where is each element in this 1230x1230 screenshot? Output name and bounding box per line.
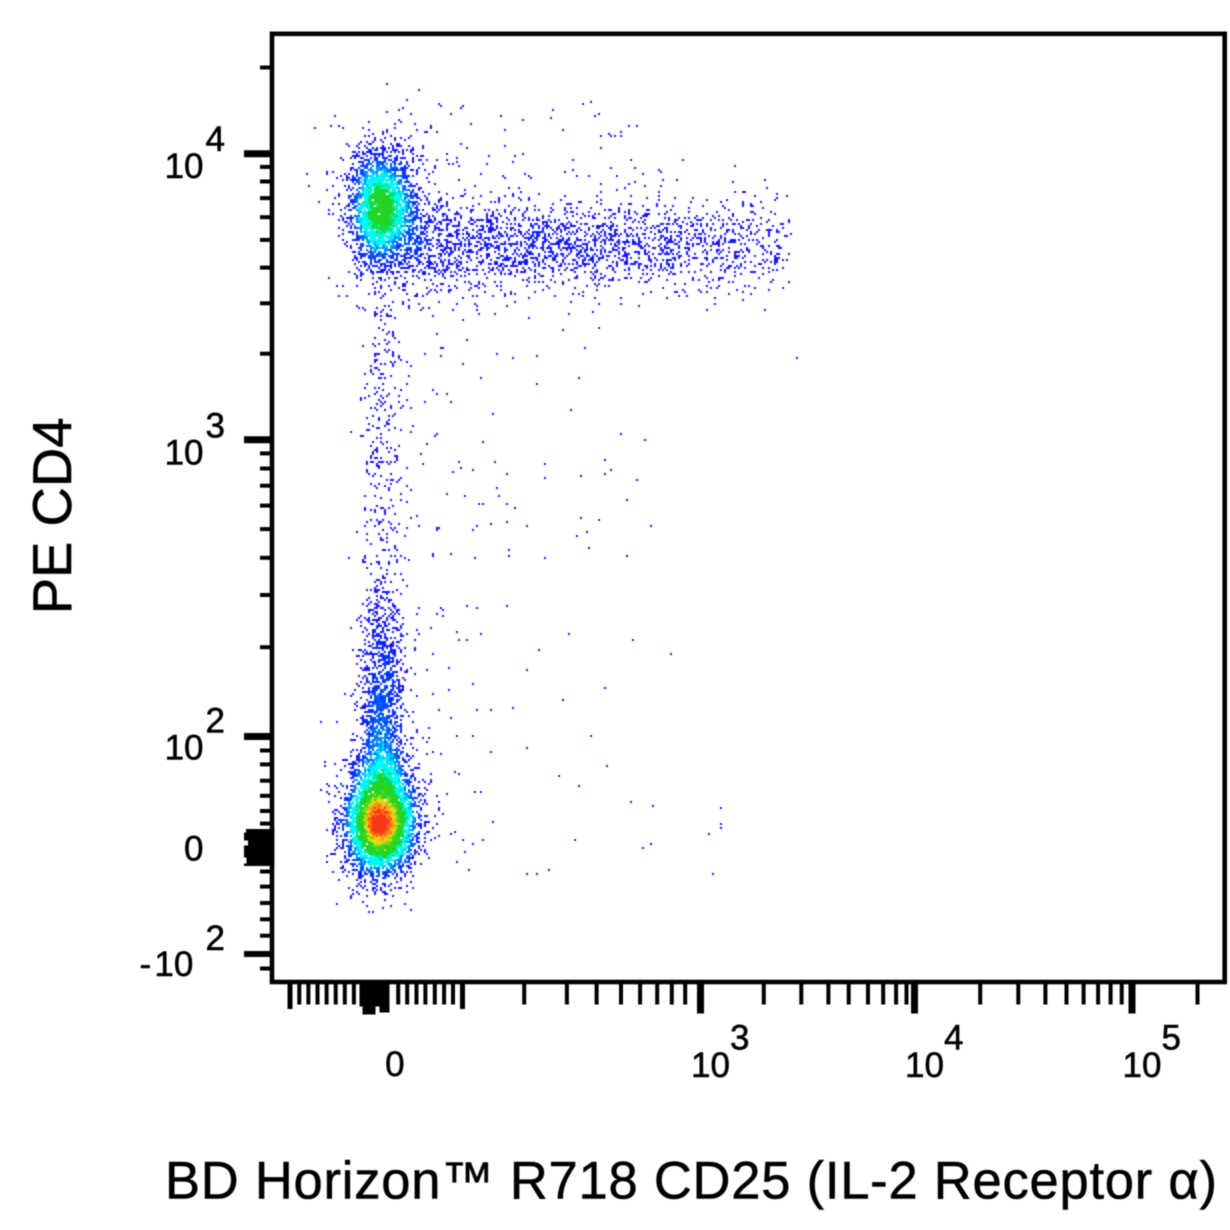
svg-text:BD Horizon™ R718 CD25 (IL-2 Re: BD Horizon™ R718 CD25 (IL-2 Receptor α) [165,1151,1218,1210]
svg-text:10: 10 [154,945,193,984]
svg-text:PE CD4: PE CD4 [22,417,83,614]
svg-text:5: 5 [1162,1019,1181,1058]
svg-text:10: 10 [1123,1046,1162,1085]
svg-text:0: 0 [184,829,203,868]
svg-text:10: 10 [165,147,204,186]
svg-text:2: 2 [206,919,225,958]
svg-text:3: 3 [730,1019,749,1058]
svg-text:4: 4 [206,120,225,159]
svg-text:10: 10 [165,433,204,472]
svg-text:10: 10 [691,1046,730,1085]
svg-text:4: 4 [944,1019,963,1058]
svg-text:2: 2 [206,702,225,741]
svg-text:0: 0 [385,1045,404,1084]
svg-text:10: 10 [165,729,204,768]
svg-text:-: - [140,945,152,984]
svg-text:10: 10 [905,1046,944,1085]
svg-text:3: 3 [206,406,225,445]
